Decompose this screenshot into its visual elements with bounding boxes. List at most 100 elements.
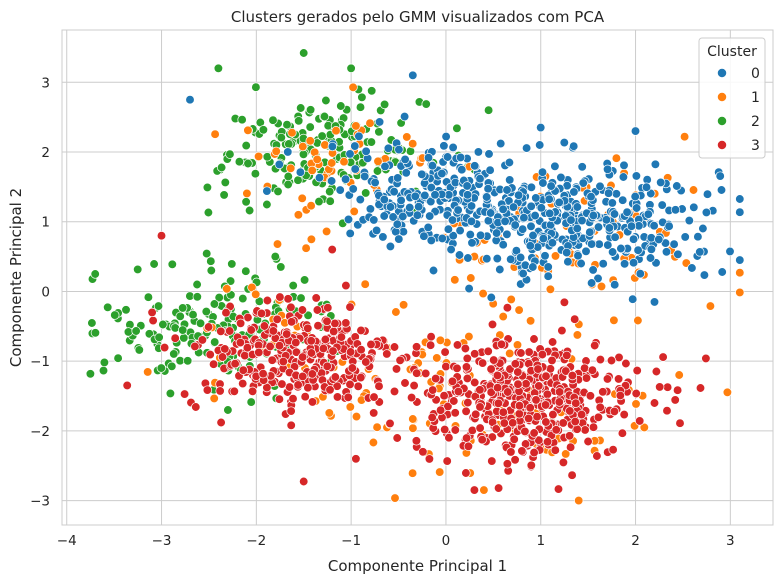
- data-point: [230, 359, 240, 369]
- data-point: [303, 310, 313, 320]
- data-point: [646, 188, 656, 199]
- data-point: [435, 335, 446, 345]
- data-point: [567, 370, 578, 381]
- data-point: [609, 209, 620, 219]
- data-point: [646, 233, 656, 243]
- data-point: [674, 370, 684, 380]
- data-point: [356, 345, 366, 355]
- data-point: [258, 125, 269, 135]
- data-point: [345, 402, 355, 412]
- data-point: [147, 307, 157, 318]
- data-point: [529, 447, 539, 458]
- data-point: [246, 397, 256, 407]
- data-point: [216, 162, 227, 173]
- data-point: [293, 380, 303, 390]
- data-point: [450, 425, 460, 435]
- data-point: [366, 339, 376, 350]
- data-point: [463, 397, 473, 408]
- data-point: [420, 190, 430, 201]
- data-point: [467, 238, 477, 248]
- data-point: [267, 355, 277, 365]
- data-point: [687, 263, 697, 273]
- data-point: [439, 391, 449, 401]
- data-point: [394, 234, 404, 244]
- data-point: [491, 424, 501, 434]
- data-point: [319, 111, 330, 122]
- data-point: [453, 205, 463, 215]
- data-point: [621, 358, 631, 369]
- data-point: [262, 186, 272, 196]
- data-point: [622, 207, 632, 217]
- data-point: [330, 318, 340, 329]
- data-point: [537, 167, 548, 177]
- data-point: [588, 265, 598, 275]
- data-point: [389, 342, 400, 352]
- data-point: [306, 234, 317, 244]
- data-point: [486, 292, 496, 303]
- y-tick-label: −2: [30, 424, 50, 440]
- data-point: [641, 182, 652, 192]
- data-point: [355, 102, 366, 112]
- data-point: [178, 303, 188, 313]
- data-point: [538, 178, 548, 188]
- data-point: [610, 232, 620, 242]
- data-point: [611, 153, 622, 163]
- data-point: [574, 495, 584, 506]
- data-point: [543, 271, 553, 281]
- data-point: [283, 179, 293, 190]
- data-point: [402, 132, 412, 142]
- data-point: [541, 417, 551, 427]
- data-point: [229, 386, 239, 396]
- data-point: [374, 381, 384, 391]
- data-point: [646, 244, 657, 254]
- data-point: [655, 382, 665, 392]
- y-tick-label: −3: [30, 494, 50, 510]
- data-point: [462, 190, 473, 200]
- data-point: [466, 273, 476, 283]
- data-point: [656, 177, 666, 188]
- data-point: [440, 424, 450, 435]
- data-point: [617, 428, 628, 438]
- data-point: [220, 177, 230, 188]
- x-tick-label: −2: [246, 533, 266, 549]
- data-point: [195, 318, 206, 328]
- data-point: [735, 287, 745, 298]
- data-point: [167, 361, 177, 371]
- data-point: [595, 402, 605, 412]
- data-point: [306, 348, 317, 358]
- data-point: [649, 297, 660, 307]
- data-point: [391, 364, 402, 374]
- data-point: [284, 139, 294, 149]
- data-point: [134, 345, 144, 355]
- data-point: [562, 350, 572, 361]
- data-point: [98, 365, 109, 376]
- data-point: [447, 376, 458, 386]
- data-point: [374, 127, 384, 137]
- data-point: [395, 355, 405, 365]
- data-point: [457, 165, 467, 175]
- data-point: [197, 335, 208, 345]
- data-point: [657, 200, 667, 210]
- data-point: [213, 63, 224, 73]
- data-point: [537, 349, 548, 360]
- data-point: [323, 303, 333, 313]
- data-point: [394, 144, 404, 155]
- data-point: [493, 483, 504, 493]
- data-point: [351, 411, 362, 422]
- data-point: [234, 157, 245, 167]
- data-point: [593, 222, 604, 232]
- data-point: [379, 99, 390, 110]
- data-point: [388, 212, 398, 222]
- data-point: [440, 347, 450, 357]
- data-point: [327, 158, 337, 168]
- data-point: [122, 380, 132, 391]
- data-point: [369, 408, 379, 418]
- data-point: [286, 420, 296, 430]
- data-point: [254, 347, 264, 358]
- data-point: [286, 406, 296, 416]
- data-point: [283, 294, 293, 304]
- data-point: [635, 416, 645, 426]
- y-tick-label: 2: [41, 145, 50, 161]
- data-point: [630, 126, 641, 136]
- x-axis-label: Componente Principal 1: [328, 557, 507, 575]
